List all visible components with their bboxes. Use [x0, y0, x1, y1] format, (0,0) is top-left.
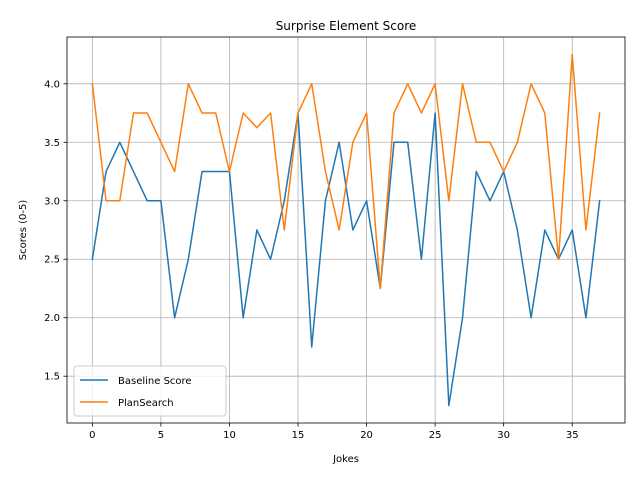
y-tick-label: 1.5 — [44, 372, 60, 383]
legend-box — [73, 365, 227, 417]
series-lines — [91, 53, 601, 407]
y-tick-label: 2.0 — [44, 313, 60, 324]
chart-title: Surprise Element Score — [276, 19, 417, 33]
legend-label-plansearch: PlanSearch — [118, 398, 174, 409]
plot-area-frame — [66, 36, 626, 424]
y-tick-label: 2.5 — [44, 255, 60, 266]
y-tick-label: 4.0 — [44, 79, 60, 90]
x-tick-label: 20 — [360, 430, 373, 441]
x-tick-label: 10 — [223, 430, 236, 441]
y-tick-label: 3.5 — [44, 138, 60, 149]
series-line-plansearch — [91, 53, 601, 290]
x-tick-label: 0 — [89, 430, 95, 441]
x-tick-label: 35 — [566, 430, 579, 441]
x-tick-label: 15 — [292, 430, 305, 441]
x-axis-title: Jokes — [332, 454, 359, 465]
x-tick-label: 25 — [429, 430, 442, 441]
x-tick-label: 30 — [497, 430, 510, 441]
y-tick-label: 3.0 — [44, 196, 60, 207]
y-axis-title: Scores (0-5) — [18, 200, 29, 261]
legend-label-baseline: Baseline Score — [118, 376, 192, 387]
axis-ticks: 0 5 10 15 20 25 30 35 1.5 2.0 2.5 3.0 3.5 4.0 — [44, 79, 578, 441]
x-tick-label: 5 — [158, 430, 164, 441]
legend: Baseline Score PlanSearch — [73, 365, 227, 417]
